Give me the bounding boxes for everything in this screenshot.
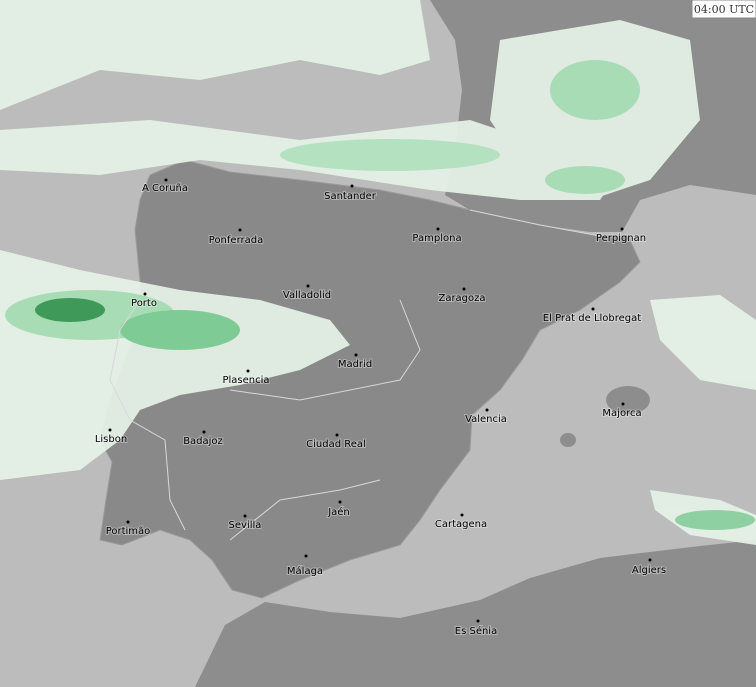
city-label: Porto [131,298,157,309]
rain [545,166,625,194]
city-label: Zaragoza [438,293,485,304]
city-dot [436,227,440,231]
city-label: Santander [324,191,377,202]
city-dot [476,619,480,623]
city-dot [306,284,310,288]
city-dot [620,227,624,231]
time-label: 04:00 UTC [694,3,754,16]
city-dot [238,228,242,232]
border [109,299,186,531]
cloud [650,295,756,390]
borders [109,209,601,541]
city-dot [143,292,147,296]
city-dot [350,184,354,188]
border [469,209,601,237]
city-dot [108,428,112,432]
city-label: Es Sénia [455,625,497,637]
city-labels: A Coruña Santander Ponferrada Pamplona Perpi… [94,178,667,638]
city-dot [460,513,464,517]
city-label: Lisbon [95,434,127,445]
city-dot [338,500,342,504]
city-label: Portimão [106,526,151,537]
city-label: Plasencia [222,375,269,386]
city-dot [354,353,358,357]
city-dot [243,514,247,518]
city-label: Ponferrada [209,235,263,246]
city-dot [621,402,625,406]
city-dot [164,178,168,182]
city-dot [246,369,250,373]
city-label: Algiers [632,565,666,576]
city-label: Jaén [327,506,350,518]
city-dot [126,520,130,524]
rain [550,60,640,120]
rain [280,139,500,171]
rain [675,510,755,530]
city-dot [335,433,339,437]
africa-land [195,540,756,687]
city-label: Ciudad Real [306,439,366,450]
heavy-rain [35,298,105,322]
city-dot [304,554,308,558]
river [229,479,381,541]
cloud [0,0,430,110]
city-dot [485,408,489,412]
city-label: Madrid [338,359,372,370]
island [560,433,576,447]
city-label: A Coruña [142,183,188,194]
city-dot [202,430,206,434]
city-label: Sevilla [229,520,262,531]
city-label: El Prat de Llobregat [543,313,641,324]
island [606,386,650,414]
city-dot [648,558,652,562]
precipitation [5,60,755,530]
city-label: Cartagena [435,519,487,530]
city-dot [591,307,595,311]
city-dot [462,287,466,291]
city-label: Perpignan [596,233,646,244]
city-label: Majorca [602,408,641,419]
city-label: Valladolid [283,290,331,301]
city-label: Málaga [287,565,323,577]
time-box [691,0,756,19]
city-label: Badajoz [183,436,223,447]
city-label: Valencia [465,414,507,425]
rain [120,310,240,350]
city-label: Pamplona [412,233,461,244]
river [229,299,421,401]
